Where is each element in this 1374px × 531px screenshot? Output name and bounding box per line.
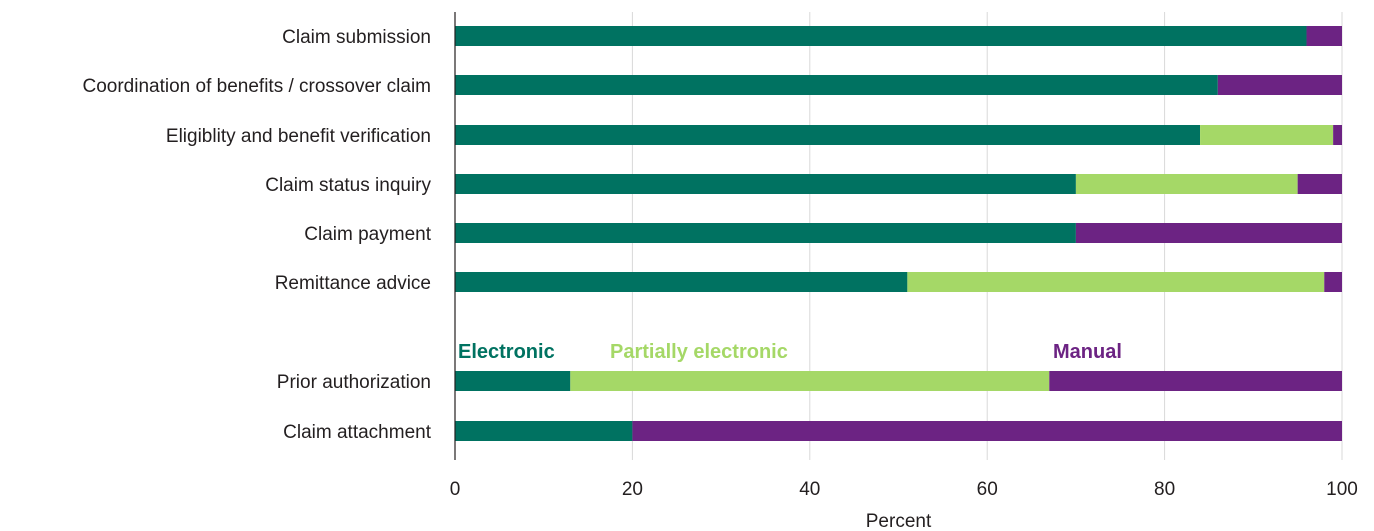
category-label: Claim status inquiry: [265, 175, 431, 196]
bar-segment-electronic: [455, 421, 633, 441]
bar-segment-manual: [1075, 223, 1342, 243]
bar-segment-electronic: [455, 371, 571, 391]
bar-segment-manual: [1306, 26, 1342, 46]
bar-segment-electronic: [455, 125, 1201, 145]
category-label: Coordination of benefits / crossover cla…: [83, 76, 432, 97]
bar-segment-electronic: [455, 75, 1218, 95]
x-tick-label: 60: [977, 479, 998, 500]
bar-segment-manual: [1049, 371, 1342, 391]
x-axis-title: Percent: [866, 511, 932, 531]
bars: [455, 26, 1342, 441]
category-label: Claim attachment: [283, 422, 432, 443]
bar-segment-manual: [1333, 125, 1342, 145]
bar-segment-manual: [1217, 75, 1342, 95]
x-tick-labels: 0 20 40 60 80 100: [450, 479, 1358, 500]
bar-segment-manual: [632, 421, 1342, 441]
legend-label-electronic: Electronic: [458, 341, 555, 363]
category-label: Claim payment: [304, 224, 431, 245]
x-tick-label: 20: [622, 479, 643, 500]
x-tick-label: 80: [1154, 479, 1175, 500]
category-label: Prior authorization: [277, 372, 431, 393]
bar-segment-electronic: [455, 272, 908, 292]
bar-segment-electronic: [455, 223, 1076, 243]
legend-label-partially-electronic: Partially electronic: [610, 341, 788, 363]
bar-segment-manual: [1297, 174, 1342, 194]
bar-segment-manual: [1324, 272, 1342, 292]
category-label: Remittance advice: [275, 273, 431, 294]
bar-segment-electronic: [455, 174, 1076, 194]
bar-segment-partially-electronic: [907, 272, 1325, 292]
x-tick-label: 0: [450, 479, 461, 500]
x-tick-label: 100: [1326, 479, 1358, 500]
bar-segment-partially-electronic: [570, 371, 1050, 391]
category-label: Claim submission: [282, 27, 431, 48]
x-tick-label: 40: [799, 479, 820, 500]
bar-segment-partially-electronic: [1075, 174, 1298, 194]
bar-segment-partially-electronic: [1200, 125, 1334, 145]
legend: Electronic Partially electronic Manual: [458, 341, 1122, 363]
bar-segment-electronic: [455, 26, 1307, 46]
category-label: Eligiblity and benefit verification: [166, 126, 431, 147]
category-labels: Claim submission Coordination of benefits…: [83, 27, 432, 443]
legend-label-manual: Manual: [1053, 341, 1122, 363]
